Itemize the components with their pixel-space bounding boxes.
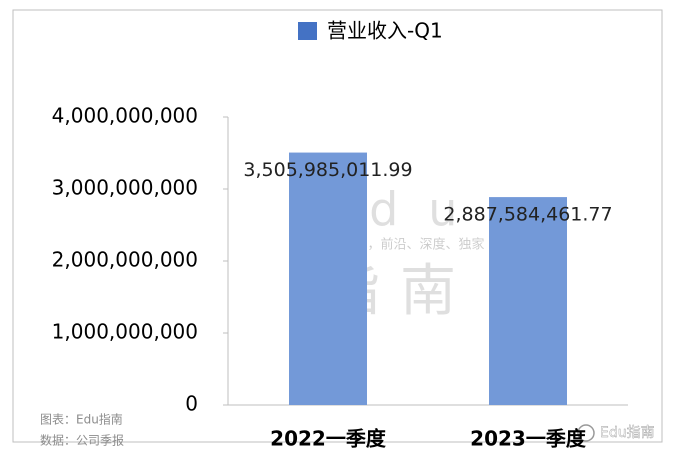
bar bbox=[289, 152, 367, 405]
note: 数据：公司季报 bbox=[40, 433, 124, 448]
x-tick-label: 2023一季度 bbox=[470, 427, 587, 451]
y-tick-label: 1,000,000,000 bbox=[52, 320, 198, 344]
y-tick-label: 0 bbox=[185, 392, 198, 416]
note: 图表：Edu指南 bbox=[40, 412, 123, 427]
value-label: 2,887,584,461.77 bbox=[443, 204, 612, 226]
bar bbox=[489, 197, 567, 405]
value-label: 3,505,985,011.99 bbox=[243, 159, 412, 181]
y-tick-label: 3,000,000,000 bbox=[52, 176, 198, 200]
wechat-icon bbox=[577, 424, 595, 442]
y-tick-label: 4,000,000,000 bbox=[52, 104, 198, 128]
legend-swatch bbox=[298, 22, 317, 40]
watermark-corner: Edu指南 bbox=[600, 425, 655, 441]
legend-label: 营业收入-Q1 bbox=[327, 19, 443, 43]
y-tick-label: 2,000,000,000 bbox=[52, 248, 198, 272]
x-tick-label: 2022一季度 bbox=[270, 427, 387, 451]
